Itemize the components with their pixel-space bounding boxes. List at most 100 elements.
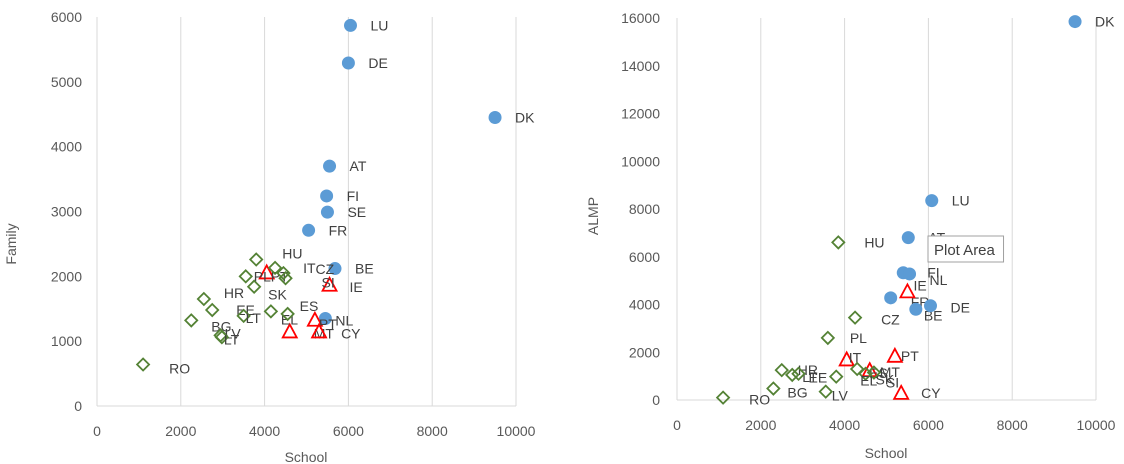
data-label: SE	[347, 204, 366, 220]
data-label: RO	[749, 392, 770, 408]
x-tick-label: 10000	[1077, 417, 1116, 433]
data-point-diamond[interactable]	[214, 330, 230, 345]
data-point-triangle[interactable]	[886, 346, 904, 363]
data-point-diamond[interactable]	[263, 304, 279, 319]
x-tick-label: 6000	[913, 417, 944, 433]
y-tick-label: 1000	[51, 333, 82, 349]
data-point-diamond[interactable]	[246, 279, 262, 294]
data-point-diamond[interactable]	[766, 381, 781, 396]
data-label: FI	[927, 265, 939, 281]
data-point-circle[interactable]	[320, 205, 334, 219]
data-point-circle[interactable]	[320, 189, 334, 203]
data-point-diamond[interactable]	[238, 269, 254, 284]
data-label: HU	[282, 245, 302, 261]
data-point-diamond[interactable]	[849, 361, 865, 377]
data-point-diamond[interactable]	[135, 357, 151, 372]
y-tick-label: 8000	[629, 201, 660, 217]
x-tick-label: 4000	[249, 423, 280, 439]
data-label: DE	[368, 55, 387, 71]
data-label: CY	[341, 325, 361, 341]
data-label: EE	[236, 302, 255, 318]
data-point-triangle[interactable]	[892, 383, 910, 400]
data-label: LU	[370, 17, 388, 33]
data-label: FR	[329, 222, 348, 238]
data-point-circle[interactable]	[884, 291, 898, 305]
data-label: RO	[169, 361, 190, 377]
data-point-diamond[interactable]	[784, 367, 800, 383]
data-point-diamond[interactable]	[204, 302, 220, 318]
plot-area-tooltip: Plot Area	[927, 235, 1005, 263]
data-label: SI	[322, 274, 335, 290]
chart-almp-vs-school[interactable]: 0 2000 4000 6000 8000 10000 0 2000 4000 6000 8000 1…	[585, 10, 1116, 461]
data-point-diamond[interactable]	[236, 308, 251, 324]
data-point-diamond[interactable]	[828, 369, 844, 384]
data-point-triangle[interactable]	[898, 282, 916, 299]
data-label: CZ	[315, 261, 334, 277]
data-point-circle[interactable]	[343, 18, 357, 32]
y-tick-label: 5000	[51, 74, 82, 90]
data-label: LV	[832, 388, 849, 404]
data-point-circle[interactable]	[901, 231, 915, 245]
data-point-circle[interactable]	[302, 223, 316, 237]
data-label: SK	[268, 287, 287, 303]
x-tick-label: 0	[93, 423, 101, 439]
data-label: PT	[901, 348, 919, 364]
data-point-circle[interactable]	[341, 56, 355, 70]
data-point-triangle[interactable]	[281, 322, 299, 339]
data-point-diamond[interactable]	[280, 306, 295, 322]
data-label: MT	[880, 364, 901, 380]
data-label: LT	[224, 331, 240, 347]
data-point-triangle[interactable]	[310, 322, 328, 339]
data-point-diamond[interactable]	[715, 390, 731, 405]
data-label: EL	[281, 311, 298, 327]
y-tick-label: 2000	[629, 344, 660, 360]
x-tick-label: 6000	[333, 423, 364, 439]
chart-family-vs-school[interactable]: 0 2000 4000 6000 8000 10000 0 1000 2000 3000 4000 5…	[3, 9, 536, 464]
data-point-diamond[interactable]	[847, 310, 863, 325]
data-point-diamond[interactable]	[866, 365, 882, 380]
y-tick-label: 4000	[629, 297, 660, 313]
data-label: HR	[798, 362, 818, 378]
data-point-diamond[interactable]	[248, 252, 264, 267]
data-point-triangle[interactable]	[258, 263, 276, 280]
data-label: BG	[787, 385, 807, 401]
data-label: EL	[860, 373, 877, 389]
data-point-diamond[interactable]	[818, 384, 834, 399]
data-point-circle[interactable]	[1068, 15, 1082, 29]
data-point-circle[interactable]	[488, 110, 502, 124]
data-point-diamond[interactable]	[774, 362, 790, 378]
data-point-diamond[interactable]	[831, 235, 846, 250]
data-label: DK	[515, 109, 535, 125]
data-label: CZ	[881, 312, 900, 328]
data-point-circle[interactable]	[328, 262, 342, 276]
data-point-circle[interactable]	[909, 302, 923, 316]
data-label: IE	[350, 279, 363, 295]
y-tick-label: 16000	[621, 10, 660, 26]
data-point-circle[interactable]	[318, 311, 332, 325]
data-label: HR	[224, 285, 244, 301]
x-tick-label: 0	[673, 417, 681, 433]
data-point-triangle[interactable]	[321, 275, 339, 292]
data-point-triangle[interactable]	[838, 350, 856, 367]
data-point-diamond[interactable]	[276, 265, 291, 281]
data-point-circle[interactable]	[903, 267, 917, 281]
data-point-diamond[interactable]	[196, 291, 212, 307]
data-point-diamond[interactable]	[791, 366, 806, 382]
data-point-circle[interactable]	[923, 299, 937, 313]
data-point-diamond[interactable]	[184, 313, 199, 328]
data-label: PT	[319, 316, 337, 332]
x-tick-label: 8000	[997, 417, 1028, 433]
y-axis-title: ALMP	[585, 197, 601, 235]
data-point-diamond[interactable]	[267, 260, 283, 276]
data-point-triangle[interactable]	[306, 310, 324, 327]
data-point-circle[interactable]	[323, 159, 337, 173]
data-point-circle[interactable]	[925, 194, 939, 208]
data-label: BG	[211, 318, 231, 334]
data-label: LT	[246, 310, 262, 326]
y-tick-label: 3000	[51, 204, 82, 220]
data-label: AT	[350, 158, 367, 174]
data-label: EE	[809, 370, 828, 386]
data-label: NL	[335, 312, 353, 328]
data-point-diamond[interactable]	[278, 271, 293, 286]
data-point-diamond[interactable]	[820, 330, 836, 346]
